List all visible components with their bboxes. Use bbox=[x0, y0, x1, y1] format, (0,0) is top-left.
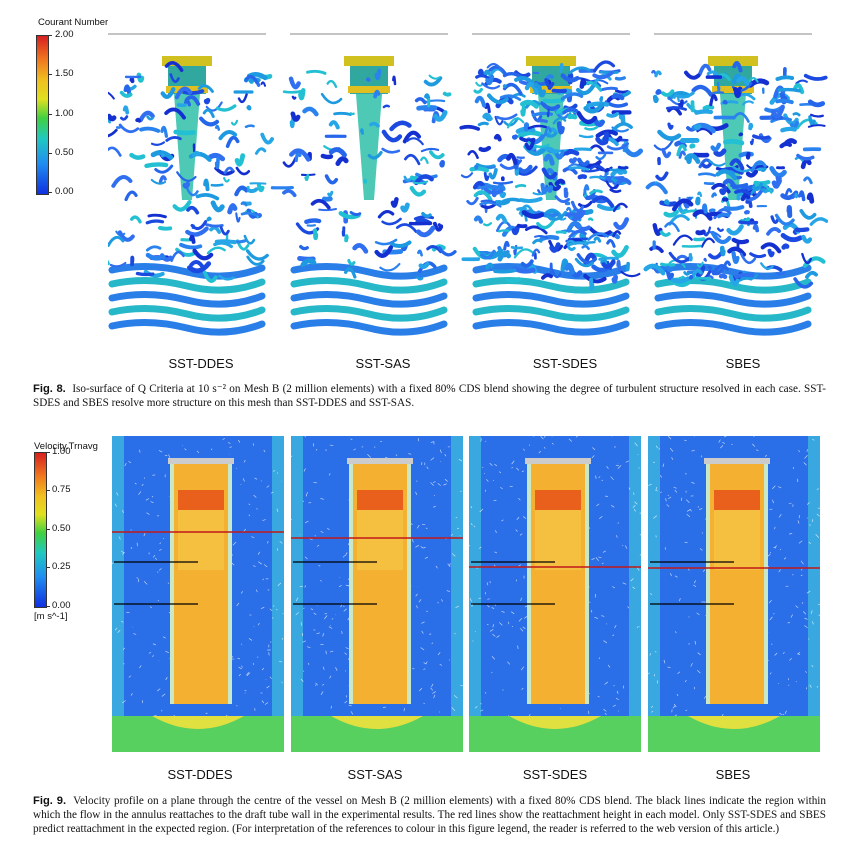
fig8-tick-1: 1.00 bbox=[55, 108, 74, 119]
fig8-label-sst-sdes: SST-SDES bbox=[532, 356, 598, 371]
fig8-panel-sst-sas bbox=[270, 33, 457, 336]
fig8-panel-sst-sdes bbox=[459, 33, 644, 336]
fig9-panel-sst-ddes bbox=[112, 436, 286, 752]
fig8-caption-label: Fig. 8. bbox=[33, 383, 66, 395]
fig8-panel-sst-ddes bbox=[108, 33, 274, 336]
fig9-panels bbox=[112, 436, 821, 754]
fig9-caption: Fig. 9. Velocity profile on a plane thro… bbox=[33, 794, 826, 836]
fig9-label-sst-ddes: SST-DDES bbox=[167, 767, 233, 782]
fig9-tick-0-75: 0.75 bbox=[52, 484, 71, 495]
fig9-colorbar-unit: [m s^-1] bbox=[34, 611, 68, 622]
fig8-colorbar-title: Courant Number bbox=[38, 17, 109, 28]
fig8-label-sbes: SBES bbox=[725, 356, 761, 371]
fig8-tick-0: 0.00 bbox=[55, 186, 74, 197]
fig8-tick-1-5: 1.50 bbox=[55, 68, 74, 79]
fig8-label-sst-sas: SST-SAS bbox=[355, 356, 411, 371]
fig9-label-sst-sdes: SST-SDES bbox=[522, 767, 588, 782]
fig9-tick-0-25: 0.25 bbox=[52, 561, 71, 572]
fig9-colorbar-title: Velocity.Trnavg bbox=[34, 441, 98, 452]
fig9-panel-sst-sas bbox=[288, 436, 463, 754]
fig8-panel-sbes bbox=[643, 33, 828, 336]
fig9-caption-text: Velocity profile on a plane through the … bbox=[33, 795, 826, 835]
fig8-colorbar bbox=[36, 35, 49, 195]
fig9-label-sbes: SBES bbox=[715, 767, 751, 782]
fig9-colorbar bbox=[34, 452, 47, 608]
fig9-tick-1: 1.00 bbox=[52, 446, 71, 457]
fig9-tick-0: 0.00 bbox=[52, 600, 71, 611]
fig8-tick-0-5: 0.50 bbox=[55, 147, 74, 158]
fig9-label-sst-sas: SST-SAS bbox=[347, 767, 403, 782]
fig9-tick-0-5: 0.50 bbox=[52, 523, 71, 534]
fig9-panel-sbes bbox=[648, 436, 821, 754]
fig8-caption-text: Iso-surface of Q Criteria at 10 s⁻² on M… bbox=[33, 383, 827, 409]
fig8-panels bbox=[108, 33, 828, 336]
fig8-label-sst-ddes: SST-DDES bbox=[168, 356, 234, 371]
fig8-tick-2: 2.00 bbox=[55, 29, 74, 40]
fig9-panel-sst-sdes bbox=[465, 436, 643, 754]
fig9-caption-label: Fig. 9. bbox=[33, 795, 67, 807]
fig8-caption: Fig. 8. Iso-surface of Q Criteria at 10 … bbox=[33, 382, 826, 410]
